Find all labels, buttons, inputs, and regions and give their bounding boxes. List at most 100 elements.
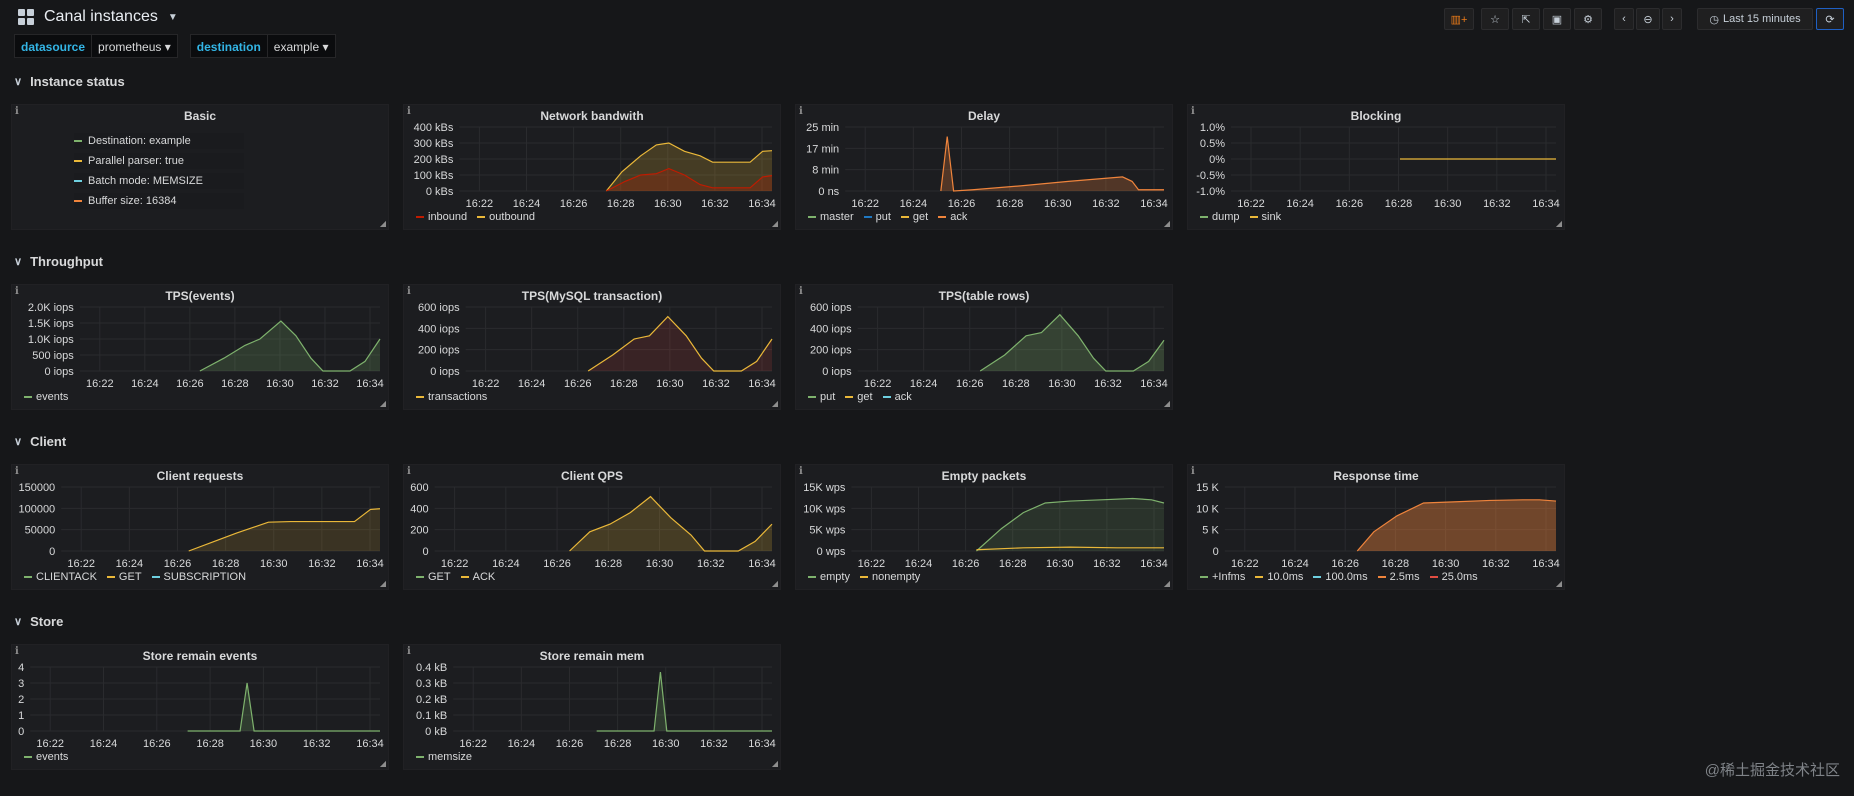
share-button[interactable]: ⇱ bbox=[1512, 8, 1540, 30]
resize-handle[interactable]: ◢ bbox=[1163, 399, 1170, 408]
panel-title[interactable]: TPS(table rows) bbox=[938, 289, 1030, 303]
legend-item[interactable]: outbound bbox=[477, 211, 535, 223]
graph-canvas[interactable]: 1.0% 0.5% 0% -0.5% -1.0% 16:22 16:24 16:26 16:28… bbox=[1188, 105, 1566, 231]
refresh-button[interactable]: ⟳ bbox=[1816, 8, 1844, 30]
panel-title[interactable]: Delay bbox=[967, 109, 1001, 123]
resize-handle[interactable]: ◢ bbox=[379, 219, 386, 228]
info-icon[interactable]: i bbox=[1191, 466, 1195, 477]
info-icon[interactable]: i bbox=[1191, 106, 1195, 117]
graph-canvas[interactable]: 600 iops 400 iops 200 iops 0 iops 16:22 16:24… bbox=[796, 285, 1174, 411]
panel-title[interactable]: TPS(MySQL transaction) bbox=[521, 289, 663, 303]
panel-delay[interactable]: 25 min 17 min 8 min 0 ns 16:22 16:24 16:26 16:2… bbox=[795, 104, 1173, 230]
panel-title[interactable]: Client requests bbox=[156, 469, 244, 483]
legend-item[interactable]: GET bbox=[106, 571, 142, 583]
legend-item[interactable]: 2.5ms bbox=[1377, 571, 1420, 583]
panel-title[interactable]: Store remain mem bbox=[539, 649, 645, 663]
legend-item[interactable]: ack bbox=[882, 391, 912, 403]
panel-title[interactable]: Network bandwith bbox=[540, 109, 644, 123]
dashboard-title[interactable]: Canal instances ▼ bbox=[18, 8, 178, 26]
legend-item[interactable]: events bbox=[24, 391, 68, 403]
legend-item[interactable]: 100.0ms bbox=[1313, 571, 1368, 583]
panel-response-time[interactable]: 15 K 10 K 5 K 0 16:22 16:24 16:26 16:28 16:30 16:… bbox=[1187, 464, 1565, 590]
resize-handle[interactable]: ◢ bbox=[771, 579, 778, 588]
panel-title[interactable]: Empty packets bbox=[941, 469, 1027, 483]
time-range-picker[interactable]: ◷ Last 15 minutes bbox=[1697, 8, 1813, 30]
legend-item[interactable]: transactions bbox=[416, 391, 487, 403]
info-icon[interactable]: i bbox=[15, 106, 19, 117]
legend-item[interactable]: SUBSCRIPTION bbox=[151, 571, 246, 583]
legend-item[interactable]: sink bbox=[1249, 211, 1281, 223]
variable-destination[interactable]: destination example ▾ bbox=[189, 34, 336, 58]
legend-item[interactable]: dump bbox=[1200, 211, 1240, 223]
row-client[interactable]: ∨ Client bbox=[14, 434, 67, 449]
settings-button[interactable]: ⚙ bbox=[1574, 8, 1602, 30]
panel-basic[interactable]: i Basic Destination: example Parallel pa… bbox=[11, 104, 389, 230]
info-icon[interactable]: i bbox=[407, 646, 411, 657]
resize-handle[interactable]: ◢ bbox=[379, 399, 386, 408]
panel-tps-events[interactable]: 2.0K iops 1.5K iops 1.0K iops 500 iops 0 iop… bbox=[11, 284, 389, 410]
panel-network[interactable]: 400 kBs 300 kBs 200 kBs 100 kBs 0 kBs 16:22 16… bbox=[403, 104, 781, 230]
zoom-out-button[interactable]: ⊖ bbox=[1636, 8, 1660, 30]
legend-item[interactable]: memsize bbox=[416, 751, 472, 763]
legend-item[interactable]: get bbox=[900, 211, 928, 223]
info-icon[interactable]: i bbox=[15, 466, 19, 477]
graph-canvas[interactable]: 2.0K iops 1.5K iops 1.0K iops 500 iops 0 iop… bbox=[12, 285, 390, 411]
legend-item[interactable]: put bbox=[808, 391, 835, 403]
panel-title[interactable]: Basic bbox=[183, 109, 217, 123]
row-throughput[interactable]: ∨ Throughput bbox=[14, 254, 103, 269]
graph-canvas[interactable]: 15 K 10 K 5 K 0 16:22 16:24 16:26 16:28 16:30 16:… bbox=[1188, 465, 1566, 591]
graph-canvas[interactable]: 4 3 2 1 0 16:22 16:24 16:26 16:28 16:30 16:32 16:34 bbox=[12, 645, 390, 771]
resize-handle[interactable]: ◢ bbox=[771, 219, 778, 228]
info-icon[interactable]: i bbox=[407, 106, 411, 117]
panel-store-events[interactable]: 4 3 2 1 0 16:22 16:24 16:26 16:28 16:30 16:32 16:34… bbox=[11, 644, 389, 770]
variable-value[interactable]: example ▾ bbox=[267, 34, 336, 58]
panel-title[interactable]: Blocking bbox=[1350, 109, 1402, 123]
resize-handle[interactable]: ◢ bbox=[1163, 219, 1170, 228]
panel-title[interactable]: TPS(events) bbox=[165, 289, 235, 303]
legend-item[interactable]: put bbox=[863, 211, 891, 223]
legend-item[interactable]: ack bbox=[938, 211, 967, 223]
star-button[interactable]: ☆ bbox=[1481, 8, 1509, 30]
resize-handle[interactable]: ◢ bbox=[771, 399, 778, 408]
panel-blocking[interactable]: 1.0% 0.5% 0% -0.5% -1.0% 16:22 16:24 16:26 16:28… bbox=[1187, 104, 1565, 230]
row-store[interactable]: ∨ Store bbox=[14, 614, 64, 629]
variable-datasource[interactable]: datasource prometheus ▾ bbox=[14, 34, 178, 58]
resize-handle[interactable]: ◢ bbox=[1555, 219, 1562, 228]
legend-item[interactable]: ACK bbox=[460, 571, 495, 583]
legend-item[interactable]: GET bbox=[416, 571, 451, 583]
panel-store-mem[interactable]: 0.4 kB 0.3 kB 0.2 kB 0.1 kB 0 kB 16:22 16:24 16… bbox=[403, 644, 781, 770]
save-button[interactable]: ▣ bbox=[1543, 8, 1571, 30]
legend-item[interactable]: 10.0ms bbox=[1255, 571, 1303, 583]
resize-handle[interactable]: ◢ bbox=[1555, 579, 1562, 588]
resize-handle[interactable]: ◢ bbox=[379, 759, 386, 768]
info-icon[interactable]: i bbox=[407, 466, 411, 477]
graph-canvas[interactable]: 600 iops 400 iops 200 iops 0 iops 16:22 16:24… bbox=[404, 285, 782, 411]
legend-item[interactable]: empty bbox=[808, 571, 850, 583]
legend-item[interactable]: get bbox=[845, 391, 873, 403]
graph-canvas[interactable]: 150000 100000 50000 0 16:22 16:24 16:26 16:28 16… bbox=[12, 465, 390, 591]
info-icon[interactable]: i bbox=[799, 286, 803, 297]
panel-title[interactable]: Store remain events bbox=[142, 649, 258, 663]
resize-handle[interactable]: ◢ bbox=[1163, 579, 1170, 588]
graph-canvas[interactable]: 400 kBs 300 kBs 200 kBs 100 kBs 0 kBs 16:22 16… bbox=[404, 105, 782, 231]
time-forward-button[interactable]: › bbox=[1662, 8, 1682, 30]
time-back-button[interactable]: ‹ bbox=[1614, 8, 1634, 30]
legend-item[interactable]: +Infms bbox=[1200, 571, 1245, 583]
legend-item[interactable]: master bbox=[808, 211, 854, 223]
panel-tps-rows[interactable]: 600 iops 400 iops 200 iops 0 iops 16:22 16:24… bbox=[795, 284, 1173, 410]
row-instance-status[interactable]: ∨ Instance status bbox=[14, 74, 125, 89]
legend-item[interactable]: events bbox=[24, 751, 68, 763]
graph-canvas[interactable]: 15K wps 10K wps 5K wps 0 wps 16:22 16:24 16:26… bbox=[796, 465, 1174, 591]
info-icon[interactable]: i bbox=[15, 646, 19, 657]
legend-item[interactable]: 25.0ms bbox=[1429, 571, 1478, 583]
variable-value[interactable]: prometheus ▾ bbox=[92, 34, 178, 58]
graph-canvas[interactable]: 600 400 200 0 16:22 16:24 16:26 16:28 16:30 16:32… bbox=[404, 465, 782, 591]
resize-handle[interactable]: ◢ bbox=[379, 579, 386, 588]
legend-item[interactable]: nonempty bbox=[859, 571, 920, 583]
panel-title[interactable]: Client QPS bbox=[560, 469, 623, 483]
info-icon[interactable]: i bbox=[799, 106, 803, 117]
panel-client-requests[interactable]: 150000 100000 50000 0 16:22 16:24 16:26 16:28 16… bbox=[11, 464, 389, 590]
panel-empty-packets[interactable]: 15K wps 10K wps 5K wps 0 wps 16:22 16:24 16:26… bbox=[795, 464, 1173, 590]
info-icon[interactable]: i bbox=[15, 286, 19, 297]
panel-tps-mysql[interactable]: 600 iops 400 iops 200 iops 0 iops 16:22 16:24… bbox=[403, 284, 781, 410]
